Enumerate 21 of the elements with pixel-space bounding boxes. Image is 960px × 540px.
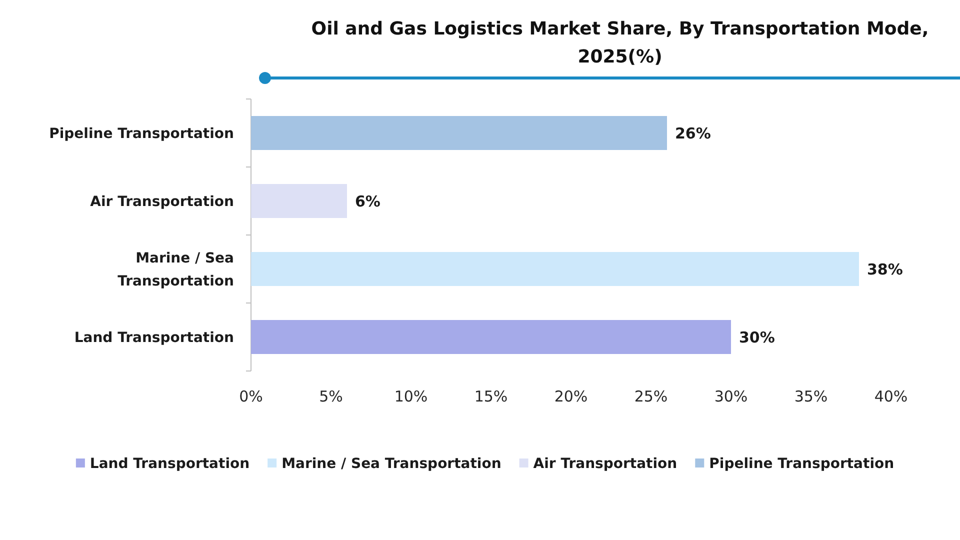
- x-tick-label: 40%: [874, 387, 908, 406]
- data-label: 6%: [355, 192, 380, 210]
- y-tick-label: Marine / Sea Transportation: [118, 250, 234, 290]
- legend-label: Pipeline Transportation: [709, 456, 894, 472]
- y-tick-label: Land Transportation: [74, 330, 234, 346]
- y-tick-label: Pipeline Transportation: [49, 126, 234, 142]
- chart-title: Oil and Gas Logistics Market Share, By Transportation Mode, 2025(%): [311, 18, 929, 68]
- x-tick-label: 35%: [794, 387, 828, 406]
- legend-label: Marine / Sea Transportation: [282, 456, 502, 472]
- legend-label: Air Transportation: [533, 456, 678, 472]
- x-tick-label: 10%: [394, 387, 428, 406]
- x-tick-label: 0%: [239, 387, 263, 406]
- data-label: 30%: [739, 328, 775, 346]
- x-tick-label: 15%: [474, 387, 508, 406]
- x-tick-label: 5%: [319, 387, 343, 406]
- data-label: 26%: [675, 124, 711, 142]
- data-label: 38%: [867, 260, 903, 278]
- x-tick-label: 25%: [634, 387, 668, 406]
- x-tick-label: 30%: [714, 387, 748, 406]
- x-tick-label: 20%: [554, 387, 588, 406]
- y-tick-label: Air Transportation: [90, 194, 234, 210]
